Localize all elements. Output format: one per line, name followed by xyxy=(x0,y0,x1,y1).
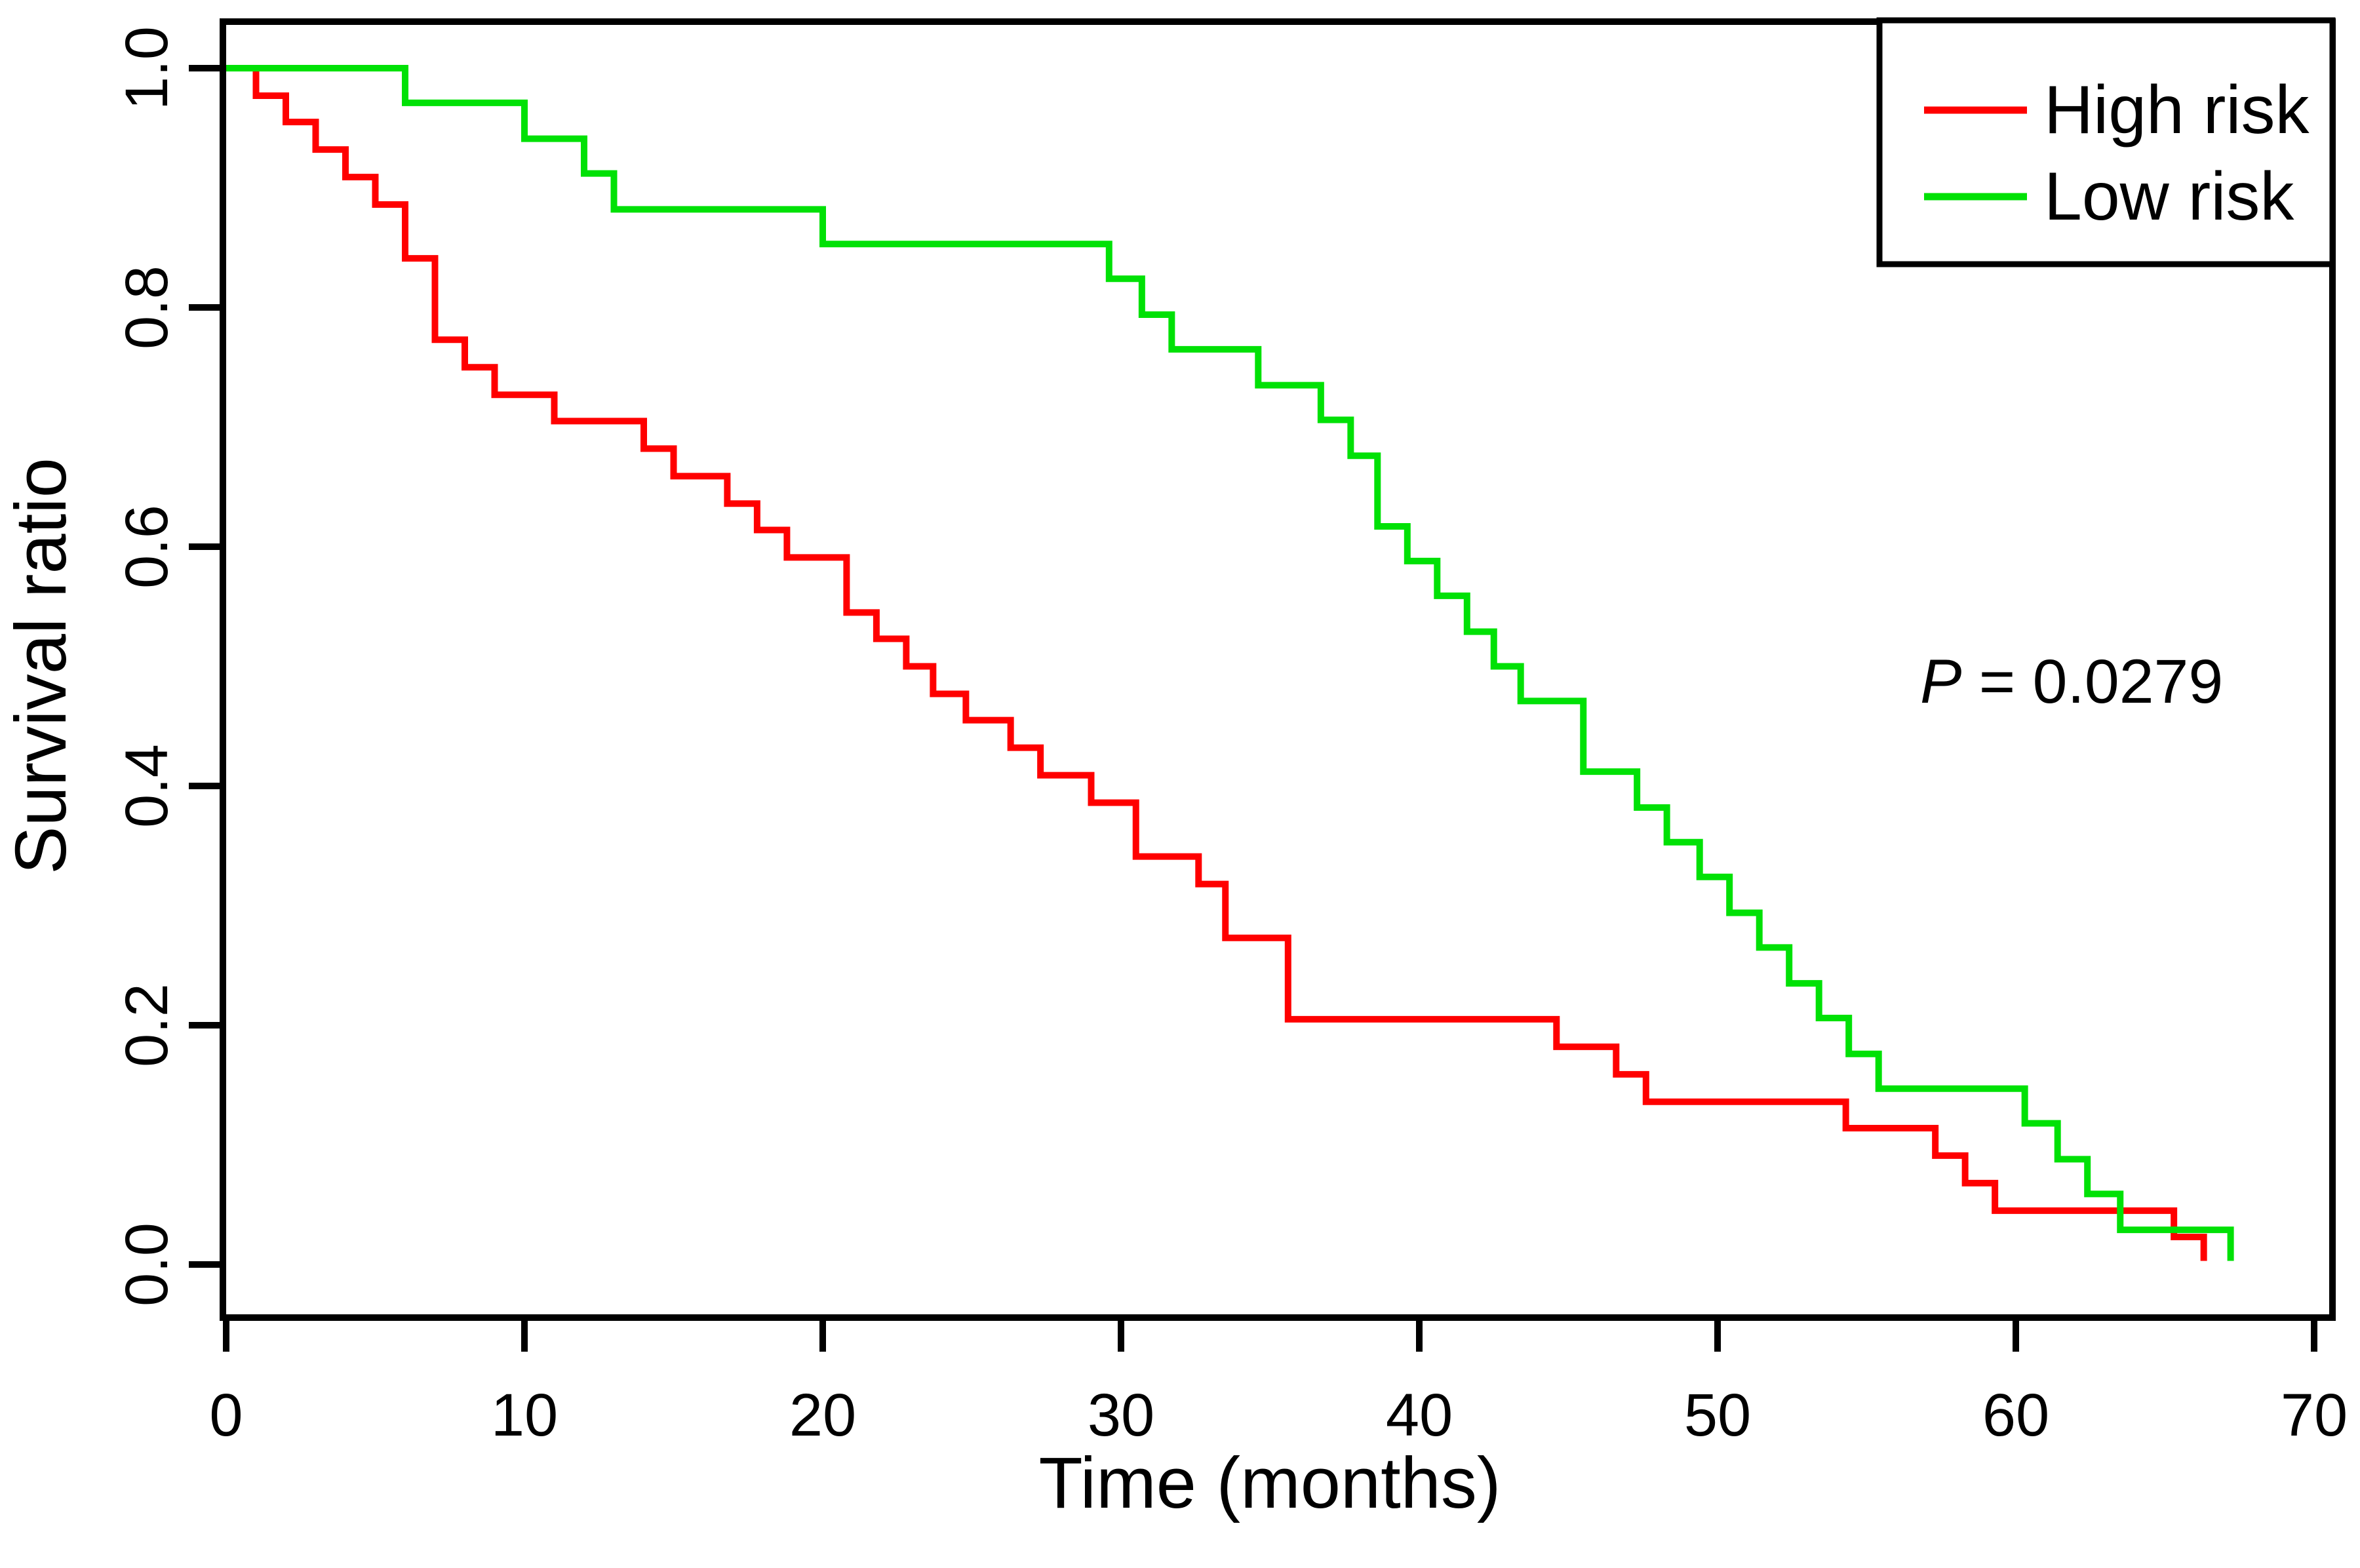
x-tick-label-50: 50 xyxy=(1684,1382,1751,1449)
x-tick-label-30: 30 xyxy=(1088,1382,1154,1449)
y-axis-ticks: 0.0 0.2 0.4 0.6 0.8 1.0 xyxy=(113,26,223,1306)
y-tick-label-0.2: 0.2 xyxy=(113,983,180,1067)
legend-box xyxy=(1876,17,2336,267)
x-axis-ticks: 0 10 20 30 40 50 60 70 xyxy=(209,1318,2348,1449)
x-tick-label-0: 0 xyxy=(209,1382,243,1449)
y-tick-label-0.6: 0.6 xyxy=(113,505,180,589)
y-tick-label-1.0: 1.0 xyxy=(113,26,180,110)
y-tick-label-0.0: 0.0 xyxy=(113,1223,180,1306)
x-tick-label-40: 40 xyxy=(1386,1382,1453,1449)
y-tick-label-0.4: 0.4 xyxy=(113,744,180,828)
p-value-number: = 0.0279 xyxy=(1961,647,2223,716)
p-value-annotation: P = 0.0279 xyxy=(1920,647,2223,716)
x-tick-label-10: 10 xyxy=(491,1382,558,1449)
x-tick-label-60: 60 xyxy=(1982,1382,2049,1449)
plot-border xyxy=(220,18,2336,1321)
survival-curves xyxy=(226,65,2234,1261)
y-tick-label-0.8: 0.8 xyxy=(113,265,180,349)
legend-label-low-risk: Low risk xyxy=(2044,159,2294,235)
p-value-symbol: P xyxy=(1920,647,1961,716)
x-tick-label-70: 70 xyxy=(2281,1382,2348,1449)
legend: High risk Low risk xyxy=(1876,17,2336,267)
low-risk-curve xyxy=(226,65,2234,1261)
legend-label-high-risk: High risk xyxy=(2044,72,2310,148)
x-tick-label-20: 20 xyxy=(789,1382,856,1449)
y-axis-title: Survival ratio xyxy=(1,458,81,874)
x-axis-title: Time (months) xyxy=(1039,1443,1501,1523)
high-risk-curve xyxy=(226,65,2207,1261)
